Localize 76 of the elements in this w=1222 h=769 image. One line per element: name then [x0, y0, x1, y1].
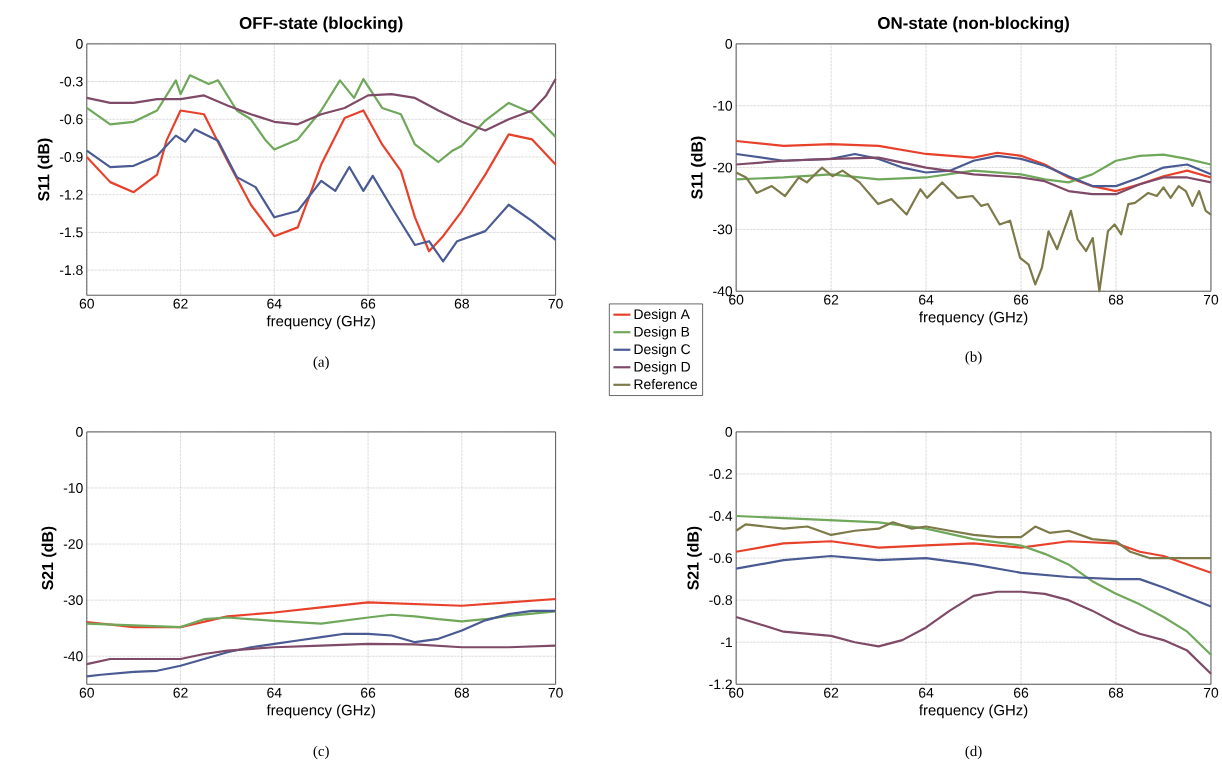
y-tick-label: -1.8 [59, 265, 83, 276]
x-axis-title: frequency (GHz) [919, 311, 1028, 326]
legend-label: Design C [634, 343, 691, 357]
y-tick-label: -0.6 [709, 553, 733, 563]
line-series [85, 128, 557, 263]
chart-title: ON-state (non-blocking) [878, 16, 1069, 33]
x-axis-title: frequency (GHz) [266, 315, 375, 330]
y-tick-label: -40 [63, 651, 83, 662]
y-tick-label: -1.2 [709, 679, 732, 690]
text: (b) [965, 351, 982, 365]
y-tick-label: 0 [76, 426, 83, 437]
x-tick-label: 64 [919, 294, 934, 305]
y-tick-label: -0.3 [59, 76, 83, 87]
x-tick-label: 62 [824, 294, 839, 305]
y-tick-label: -20 [63, 539, 83, 549]
y-axis-title: S21 (dB) [41, 526, 57, 590]
x-tick-label: 70 [1203, 687, 1219, 698]
y-tick-label: -0.4 [709, 511, 733, 521]
line-series [735, 156, 1213, 196]
x-tick-label: 60 [79, 298, 94, 309]
x-tick-label: 64 [267, 687, 282, 698]
y-tick-label: 0 [725, 426, 733, 437]
y-tick-label: -1.2 [59, 189, 83, 200]
y-tick-label: -0.8 [709, 595, 733, 606]
x-axis-title: frequency (GHz) [266, 704, 375, 719]
x-tick-label: 64 [267, 298, 282, 309]
y-tick-label: -10 [713, 100, 733, 111]
y-axis-title: S11 (dB) [690, 136, 706, 199]
x-axis-title: frequency (GHz) [919, 704, 1028, 719]
x-tick-label: 62 [173, 298, 188, 309]
y-tick-label: -30 [713, 224, 733, 235]
x-tick-label: 60 [79, 687, 94, 698]
y-tick-label: 0 [76, 38, 83, 49]
x-tick-label: 66 [1014, 687, 1029, 698]
line-series [735, 139, 1213, 193]
y-axis-title: S21 (dB) [687, 526, 702, 590]
x-tick-label: 70 [1203, 294, 1219, 305]
y-tick-label: -1 [720, 637, 732, 647]
x-tick-label: 68 [1108, 687, 1124, 698]
line-series [735, 590, 1213, 675]
y-tick-label: -0.9 [59, 152, 83, 162]
x-tick-label: 70 [548, 687, 563, 698]
x-tick-label: 66 [1014, 294, 1029, 305]
line-series [85, 77, 557, 132]
legend-label: Design A [634, 308, 690, 322]
x-tick-label: 68 [454, 687, 469, 698]
x-tick-label: 64 [919, 687, 934, 698]
text: (d) [965, 745, 982, 760]
y-tick-label: -0.2 [709, 469, 732, 479]
chart-title: OFF-state (blocking) [239, 16, 403, 33]
legend-label: Design B [634, 326, 690, 340]
x-tick-label: 66 [361, 298, 376, 309]
line-series [735, 540, 1213, 574]
x-tick-label: 68 [1108, 294, 1124, 305]
x-tick-label: 60 [729, 687, 744, 698]
line-series [85, 610, 557, 629]
line-series [735, 166, 1213, 293]
x-tick-label: 62 [173, 687, 188, 698]
text: (a) [313, 356, 329, 370]
text: (c) [313, 745, 329, 760]
x-tick-label: 66 [361, 687, 376, 698]
line-series [735, 554, 1213, 608]
y-tick-label: -30 [63, 595, 83, 606]
y-tick-label: -1.5 [59, 227, 83, 238]
legend-label: Reference [634, 379, 698, 390]
x-tick-label: 70 [548, 298, 563, 309]
y-tick-label: 0 [725, 38, 733, 49]
y-tick-label: -20 [713, 162, 733, 173]
line-series [85, 109, 557, 253]
legend-label: Design D [634, 361, 690, 375]
y-tick-label: -10 [63, 483, 83, 493]
x-tick-label: 62 [824, 687, 839, 698]
x-tick-label: 68 [454, 298, 469, 309]
y-axis-title: S11 (dB) [37, 138, 53, 201]
y-tick-label: -0.6 [59, 114, 83, 125]
line-series [85, 74, 557, 164]
